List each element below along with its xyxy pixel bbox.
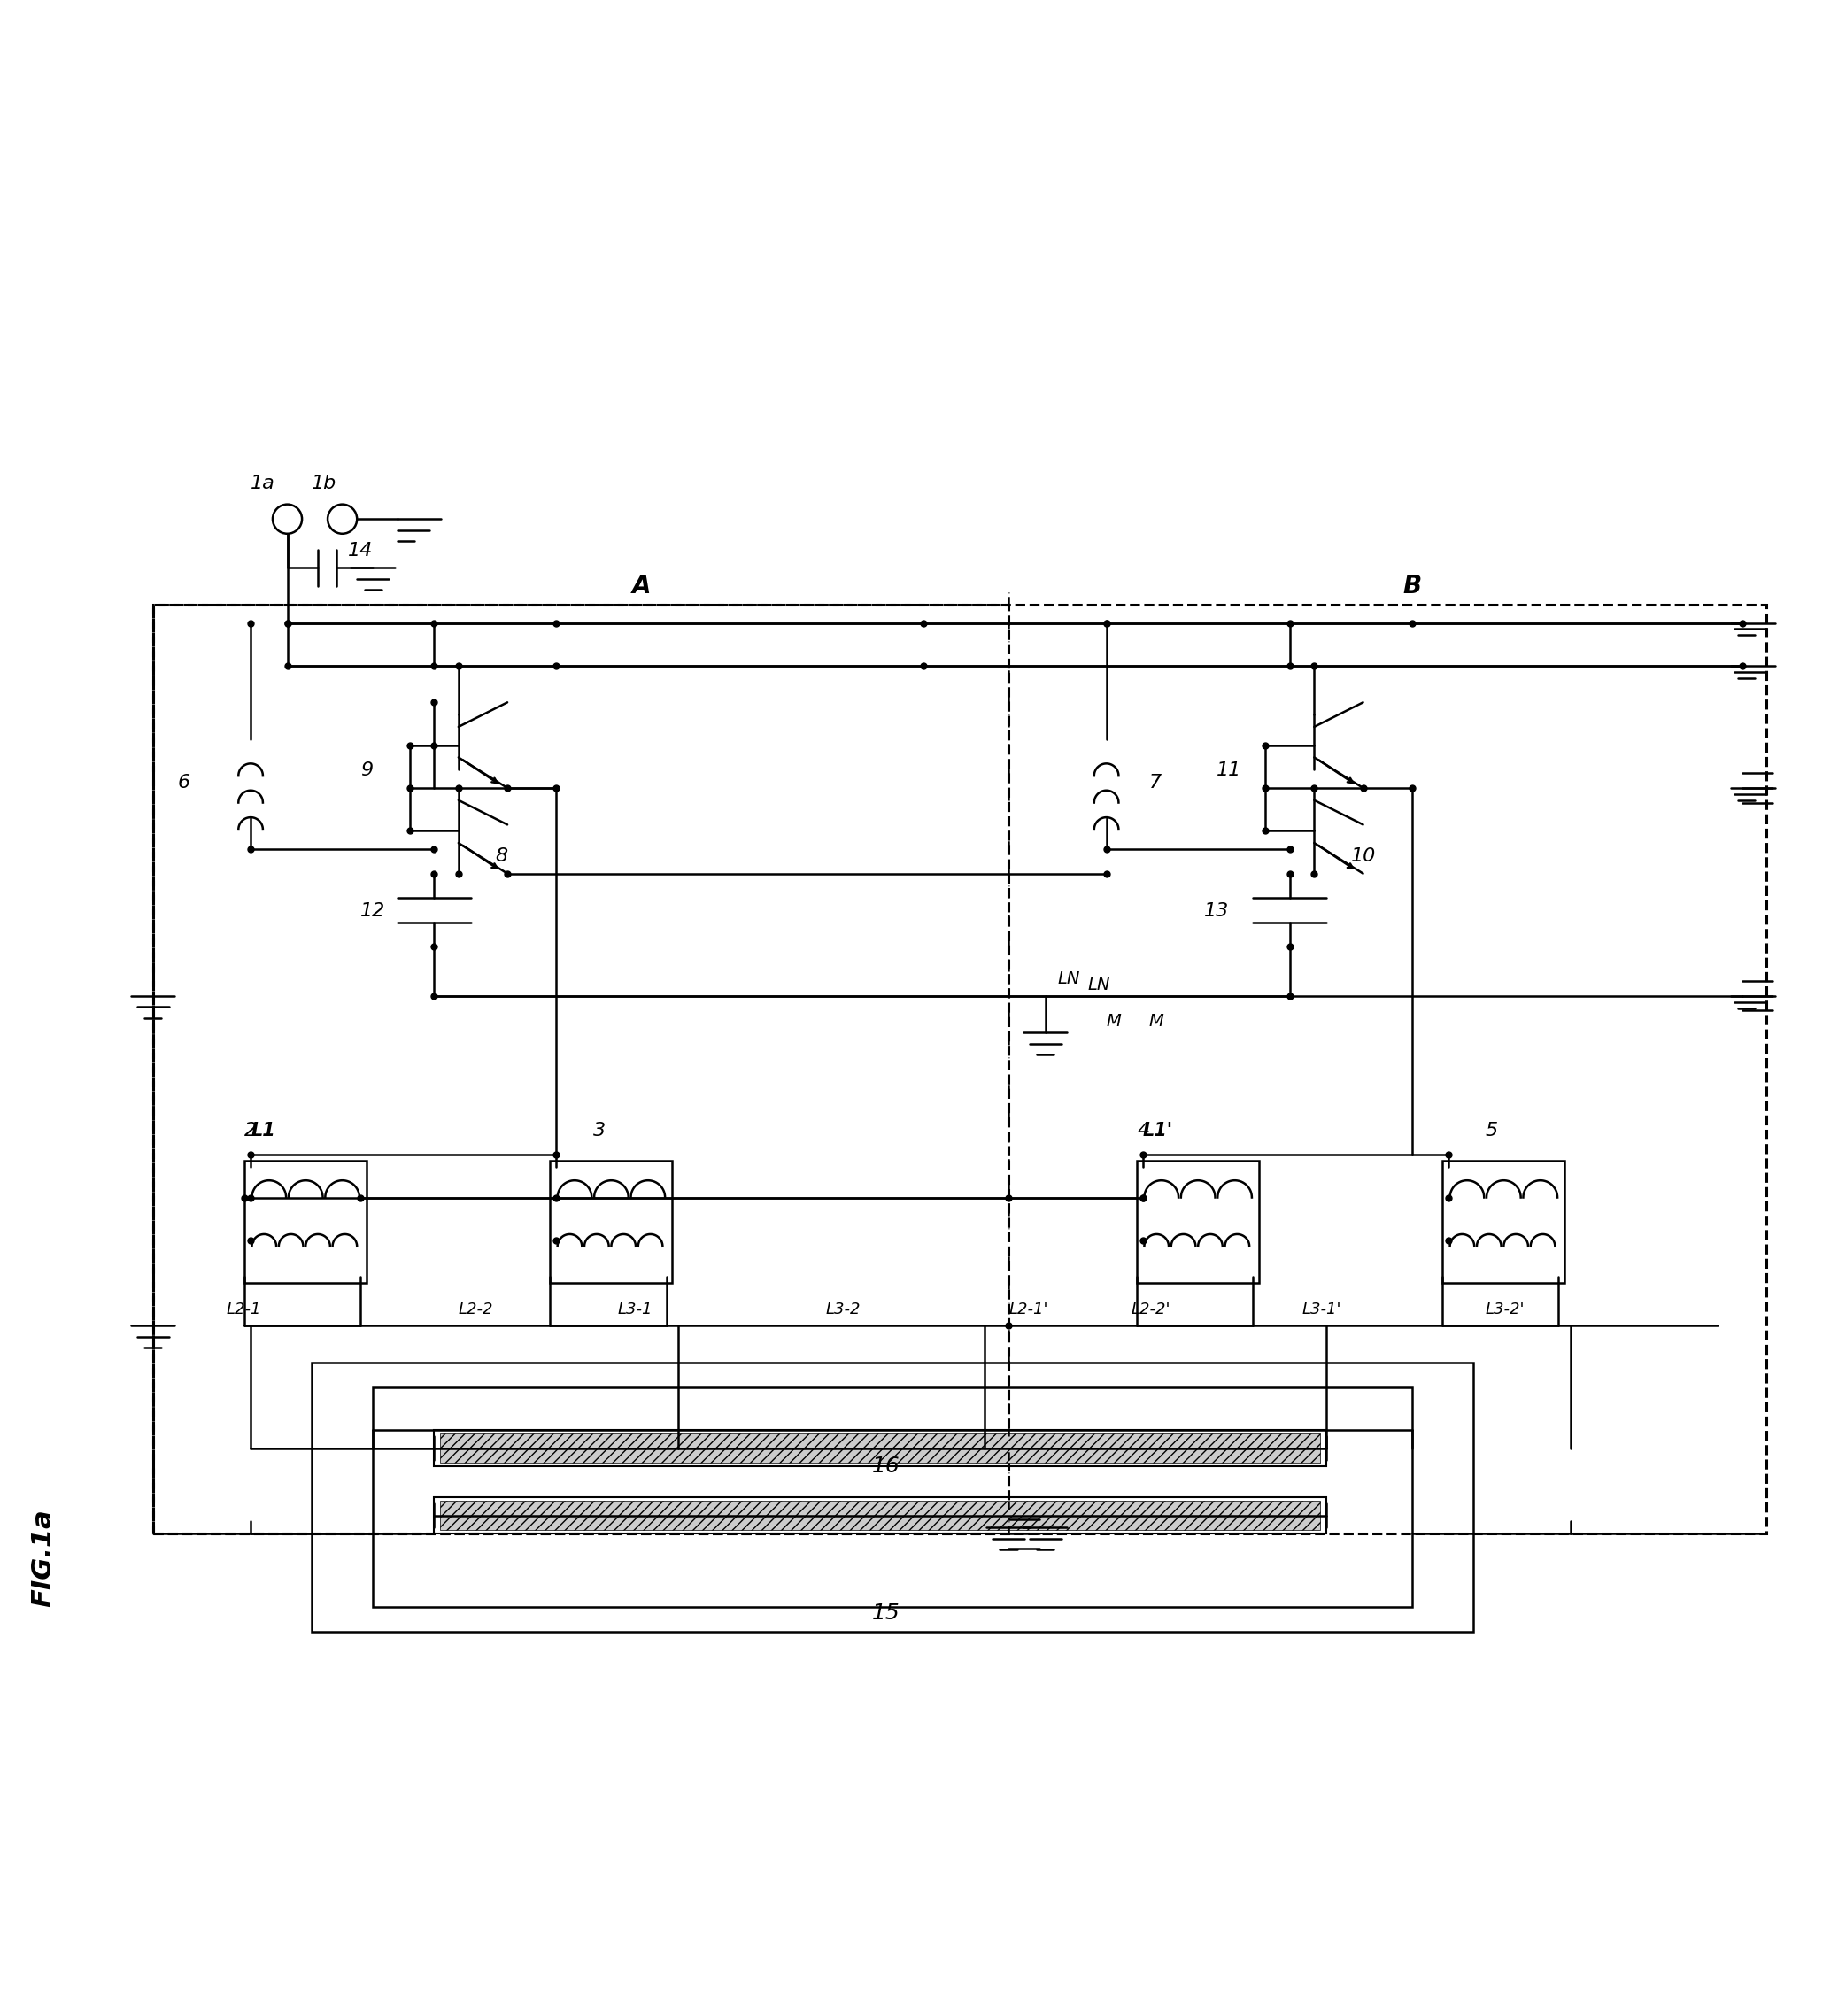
Bar (153, 605, 1767, 1534)
Bar (153, 605, 1008, 1534)
Text: 2: 2 (244, 1123, 257, 1139)
Text: LN: LN (1087, 976, 1111, 994)
Text: 3: 3 (593, 1123, 605, 1139)
Bar (1137, 1161, 1259, 1282)
Text: 9: 9 (360, 762, 373, 780)
Text: FIG.1a: FIG.1a (30, 1508, 55, 1607)
Text: L3-1: L3-1 (617, 1300, 652, 1316)
Text: A: A (633, 575, 652, 599)
Text: L2-1: L2-1 (227, 1300, 260, 1316)
Text: L3-1': L3-1' (1301, 1300, 1342, 1316)
Text: L3-2': L3-2' (1486, 1300, 1525, 1316)
Text: L2-2': L2-2' (1132, 1300, 1170, 1316)
Text: 1a: 1a (251, 474, 275, 492)
Text: L2-2: L2-2 (458, 1300, 493, 1316)
Bar (373, 1387, 1412, 1607)
Bar (439, 1433, 1320, 1464)
Text: M: M (1106, 1014, 1121, 1030)
Bar (434, 1429, 1327, 1466)
Text: 6: 6 (177, 774, 190, 792)
Bar (439, 1500, 1320, 1530)
Text: 7: 7 (1150, 774, 1161, 792)
Text: 15: 15 (873, 1603, 901, 1623)
Text: 8: 8 (495, 847, 508, 865)
Bar (434, 1498, 1327, 1534)
Bar (312, 1363, 1473, 1631)
Text: L1': L1' (1143, 1123, 1174, 1139)
Text: B: B (1403, 575, 1421, 599)
Text: 13: 13 (1204, 901, 1229, 919)
Text: LN: LN (1058, 970, 1080, 988)
Bar (550, 1161, 672, 1282)
Bar (1442, 1161, 1565, 1282)
Text: 16: 16 (873, 1456, 901, 1478)
Text: L2-1': L2-1' (1008, 1300, 1049, 1316)
Text: L1: L1 (251, 1123, 275, 1139)
Text: L3-2: L3-2 (825, 1300, 860, 1316)
Text: 11: 11 (1217, 762, 1241, 780)
Text: 5: 5 (1486, 1123, 1497, 1139)
Bar (244, 1161, 367, 1282)
Text: 4: 4 (1137, 1123, 1150, 1139)
Text: 10: 10 (1351, 847, 1375, 865)
Text: M: M (1150, 1014, 1165, 1030)
Text: 1b: 1b (312, 474, 336, 492)
Text: 12: 12 (360, 901, 386, 919)
Text: 14: 14 (349, 542, 373, 558)
